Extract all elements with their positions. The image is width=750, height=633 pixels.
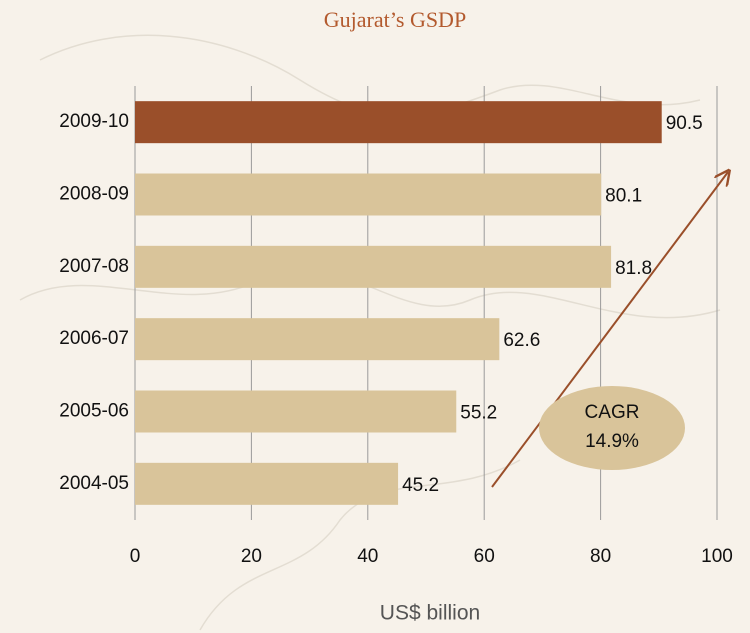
data-label: 90.5 — [666, 113, 703, 134]
data-label: 81.8 — [615, 258, 652, 279]
bar — [135, 390, 457, 433]
bar — [135, 318, 500, 361]
bar — [135, 245, 612, 288]
annotation: CAGR — [585, 402, 640, 423]
y-tick-label: 2006-07 — [59, 328, 129, 349]
y-tick-label: 2005-06 — [59, 401, 129, 422]
data-label: 55.2 — [460, 403, 497, 424]
x-tick-label: 60 — [474, 546, 495, 567]
y-tick-label: 2008-09 — [59, 184, 129, 205]
trend-arrow — [491, 172, 728, 488]
bar — [135, 173, 602, 216]
data-label: 62.6 — [503, 330, 540, 351]
x-tick-label: 40 — [357, 546, 378, 567]
bar — [135, 101, 662, 144]
data-label: 45.2 — [402, 475, 439, 496]
annotation: 14.9% — [585, 431, 639, 452]
x-tick-label: 20 — [241, 546, 262, 567]
x-tick-label: 0 — [130, 546, 141, 567]
bar — [135, 462, 399, 505]
x-tick-label: 80 — [590, 546, 611, 567]
chart-title: Gujarat’s GSDP — [324, 7, 466, 32]
cagr-ellipse — [539, 386, 685, 470]
y-tick-label: 2004-05 — [59, 473, 129, 494]
y-tick-label: 2009-10 — [59, 111, 129, 132]
y-tick-label: 2007-08 — [59, 256, 129, 277]
x-tick-label: 100 — [701, 546, 733, 567]
x-axis-title: US$ billion — [380, 602, 480, 625]
data-label: 80.1 — [605, 186, 642, 207]
